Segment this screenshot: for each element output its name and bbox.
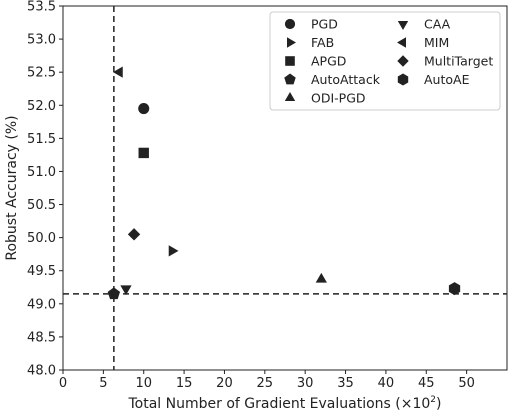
axis-ticks: 0 5 10 15 20 25 30 35 40 45 50 48.0 48.5 49.0 49.5 50.0… <box>27 0 475 391</box>
x-axis-label: Total Number of Gradient Evaluations (×1… <box>128 395 442 412</box>
legend-label-apgd: APGD <box>311 54 346 69</box>
point-autoattack <box>107 287 121 300</box>
point-multitarget <box>127 228 141 241</box>
y-tick-label: 53.0 <box>27 33 56 48</box>
plot-frame <box>62 5 508 371</box>
legend-marker-apgd <box>285 56 295 66</box>
point-pgd <box>138 103 150 115</box>
legend-marker-multitarget <box>397 55 409 67</box>
point-caa <box>120 285 132 296</box>
x-tick-label: 25 <box>257 376 274 391</box>
legend: PGD FAB APGD AutoAttack ODI-PGD CAA MIM MultiTa… <box>269 11 501 111</box>
point-fab <box>168 245 179 257</box>
y-tick-label: 49.0 <box>27 297 56 312</box>
y-tick-label: 50.0 <box>27 231 56 246</box>
legend-box <box>269 11 501 111</box>
reference-lines <box>63 6 507 370</box>
legend-label-multitarget: MultiTarget <box>424 54 493 69</box>
y-tick-label: 48.0 <box>27 364 56 379</box>
x-tick-label: 15 <box>176 376 193 391</box>
x-tick-label: 30 <box>297 376 314 391</box>
x-tick-label: 20 <box>216 376 233 391</box>
legend-marker-caa <box>397 21 409 30</box>
y-tick-label: 53.5 <box>27 0 56 15</box>
x-tick-label: 40 <box>378 376 395 391</box>
legend-label-autoae: AutoAE <box>424 72 470 87</box>
x-tick-label: 0 <box>59 376 67 391</box>
x-axis-label-main: Total Number of Gradient Evaluations (×1… <box>128 396 431 412</box>
legend-marker-autoae <box>397 73 409 86</box>
point-mim <box>113 66 123 78</box>
y-tick-label: 51.0 <box>27 165 56 180</box>
legend-label-odi-pgd: ODI-PGD <box>311 91 366 106</box>
y-tick-label: 52.5 <box>27 66 56 81</box>
x-axis-label-exponent: 2 <box>430 395 436 405</box>
legend-marker-odi-pgd <box>284 92 296 101</box>
x-tick-label: 50 <box>458 376 475 391</box>
y-tick-label: 48.5 <box>27 330 56 345</box>
point-autoae <box>448 282 461 296</box>
point-odi-pgd <box>315 272 327 283</box>
data-points <box>107 66 461 300</box>
point-apgd <box>138 147 149 159</box>
x-tick-label: 5 <box>99 376 107 391</box>
legend-label-fab: FAB <box>311 35 334 50</box>
legend-label-mim: MIM <box>424 35 449 50</box>
legend-marker-mim <box>397 37 406 48</box>
y-axis-label: Robust Accuracy (%) <box>4 115 20 260</box>
legend-marker-pgd <box>284 18 296 30</box>
y-tick-label: 51.5 <box>27 132 56 147</box>
legend-marker-autoattack <box>284 73 296 85</box>
legend-label-autoattack: AutoAttack <box>311 72 381 87</box>
legend-label-pgd: PGD <box>311 17 338 32</box>
y-tick-label: 50.5 <box>27 198 56 213</box>
legend-label-caa: CAA <box>424 17 451 32</box>
y-tick-label: 49.5 <box>27 264 56 279</box>
x-tick-label: 10 <box>135 376 152 391</box>
y-tick-label: 52.0 <box>27 99 56 114</box>
x-axis-label-tail: ) <box>436 396 441 412</box>
x-tick-label: 45 <box>418 376 435 391</box>
x-tick-label: 35 <box>337 376 354 391</box>
legend-marker-fab <box>287 37 296 48</box>
